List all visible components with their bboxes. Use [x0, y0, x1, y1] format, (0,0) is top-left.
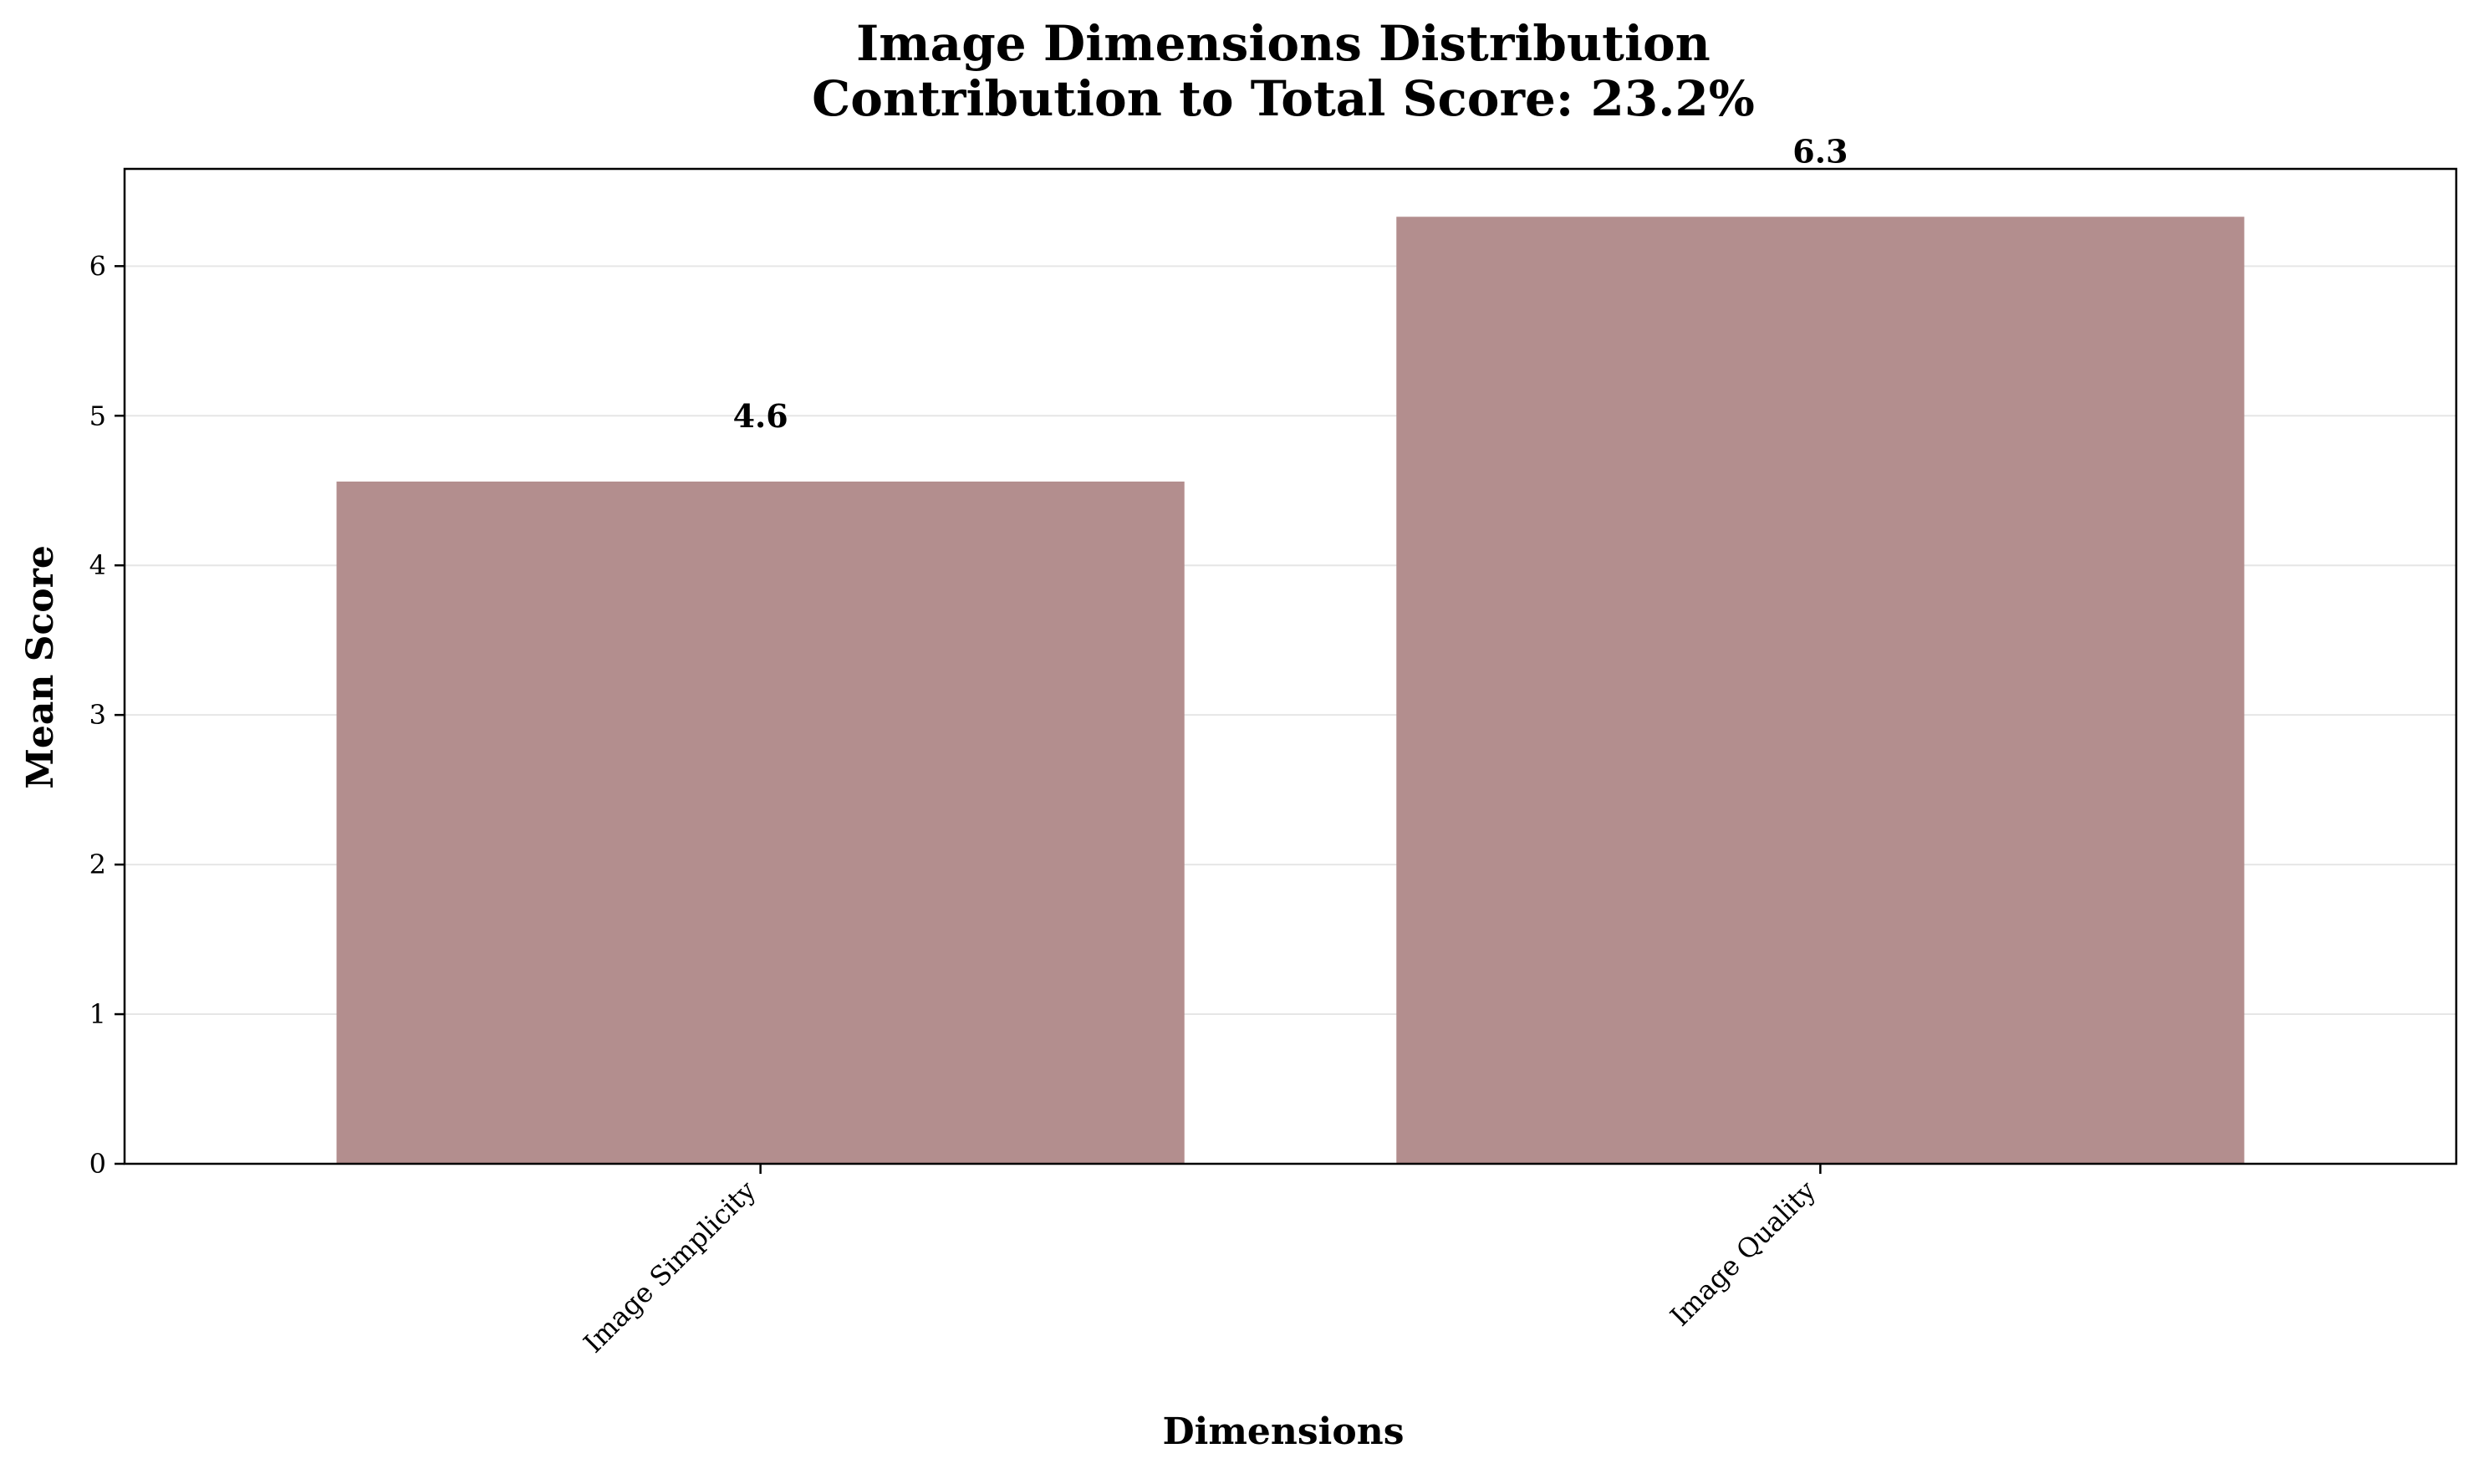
bar-value-label: 4.6 — [733, 397, 788, 435]
x-axis-label: Dimensions — [1162, 1410, 1404, 1453]
x-tick-label: Image Simplicity — [578, 1175, 762, 1359]
y-tick-label: 1 — [89, 998, 106, 1030]
data-labels-layer: 4.6 6.3 — [733, 132, 1848, 435]
y-tick-label: 4 — [89, 549, 106, 581]
bars-layer — [336, 217, 2245, 1164]
y-tick-label: 2 — [89, 849, 106, 880]
y-tick-label: 5 — [89, 400, 106, 431]
y-axis-label: Mean Score — [19, 545, 62, 789]
y-tick-label: 3 — [89, 699, 106, 731]
x-tick-label: Image Quality — [1664, 1175, 1822, 1333]
bar-value-label: 6.3 — [1792, 132, 1848, 170]
y-tick-label: 0 — [89, 1148, 106, 1180]
y-axis: 0 1 2 3 4 5 6 — [89, 250, 125, 1180]
plot-frame — [123, 167, 2458, 1165]
y-tick-label: 6 — [89, 250, 106, 282]
bar — [1396, 217, 2245, 1164]
x-axis: Image Simplicity Image Quality — [578, 1164, 1822, 1359]
chart-title: Image Dimensions Distribution — [856, 15, 1711, 72]
chart-subtitle: Contribution to Total Score: 23.2% — [812, 70, 1755, 127]
bar — [336, 482, 1185, 1164]
